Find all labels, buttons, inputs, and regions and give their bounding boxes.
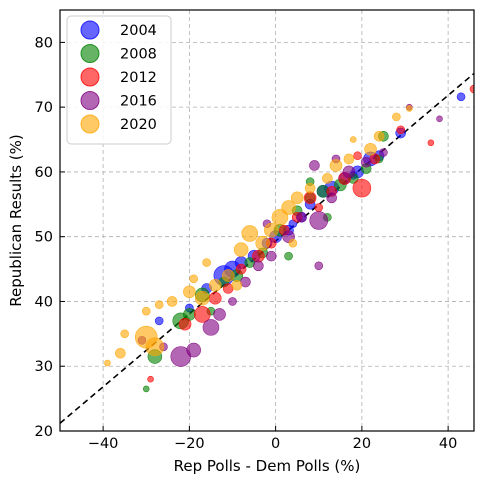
point-2020: [364, 142, 377, 156]
point-2020: [288, 238, 298, 248]
x-tick-label: −20: [174, 436, 205, 452]
y-axis-label: Republican Results (%): [7, 134, 25, 306]
data-points: [104, 84, 474, 393]
x-tick-label: 40: [439, 436, 457, 452]
point-2020: [264, 222, 279, 238]
point-2016: [202, 319, 220, 336]
point-2016: [266, 250, 277, 262]
point-2008: [142, 385, 150, 393]
point-2012: [396, 125, 405, 135]
x-axis-label: Rep Polls - Dem Polls (%): [174, 457, 361, 475]
point-2012: [235, 263, 247, 275]
y-tick-label: 60: [35, 165, 53, 181]
point-2012: [469, 84, 474, 94]
point-2020: [290, 191, 304, 205]
point-2016: [436, 115, 443, 123]
x-tick-label: 20: [353, 436, 371, 452]
point-2020: [343, 153, 355, 165]
point-2020: [208, 278, 222, 292]
legend-label-2004: 2004: [120, 23, 157, 39]
point-2012: [147, 375, 154, 383]
point-2020: [233, 242, 249, 257]
y-tick-label: 30: [35, 359, 53, 375]
y-axis-ticks: 20 30 40 50 60 70 80: [35, 35, 65, 440]
point-2004: [154, 316, 164, 326]
x-axis-ticks: −40 −20 0 20 40: [88, 426, 457, 452]
plot-frame: [59, 9, 475, 432]
point-2016: [326, 192, 337, 204]
legend-label-2008: 2008: [120, 47, 157, 63]
point-2016: [309, 211, 329, 230]
y-tick-label: 40: [35, 294, 53, 310]
point-2020: [231, 279, 243, 291]
x-tick-label: 0: [271, 436, 280, 452]
point-2020: [255, 235, 270, 251]
point-2012: [208, 291, 222, 305]
point-2020: [322, 173, 333, 184]
legend-label-2016: 2016: [120, 94, 157, 110]
legend-marker-2020: [80, 114, 100, 134]
point-2008: [284, 251, 293, 261]
point-2004: [456, 92, 466, 102]
point-2012: [303, 191, 317, 205]
point-2020: [145, 337, 165, 357]
point-2016: [213, 308, 226, 321]
point-2016: [296, 211, 307, 223]
point-2020: [221, 269, 235, 282]
legend-marker-2008: [80, 44, 100, 63]
legend-marker-2012: [80, 67, 100, 87]
legend: 2004 2008 2012 2016 2020: [66, 15, 172, 145]
point-2012: [353, 151, 362, 161]
point-2020: [349, 136, 357, 143]
point-2020: [183, 285, 196, 299]
point-2012: [194, 306, 211, 323]
point-2020: [154, 300, 164, 310]
point-2020: [202, 258, 211, 267]
x-tick-label: −40: [88, 436, 119, 452]
point-2016: [253, 260, 264, 272]
point-2020: [166, 296, 178, 307]
y-tick-label: 20: [35, 424, 53, 440]
point-2020: [141, 306, 151, 316]
legend-label-2012: 2012: [120, 70, 157, 86]
point-2016: [314, 261, 324, 271]
point-2016: [379, 148, 388, 157]
point-2020: [120, 329, 129, 339]
point-2012: [314, 203, 324, 212]
point-2020: [329, 159, 343, 172]
point-2020: [271, 208, 289, 226]
point-2016: [360, 156, 372, 168]
point-2020: [392, 112, 401, 122]
legend-label-2020: 2020: [120, 117, 157, 133]
point-2020: [189, 274, 198, 284]
y-tick-label: 80: [35, 35, 53, 51]
point-2012: [252, 249, 265, 263]
legend-marker-2004: [80, 20, 100, 40]
point-2012: [178, 317, 192, 331]
point-2020: [304, 182, 316, 194]
point-2020: [104, 359, 111, 367]
point-2012: [352, 178, 372, 198]
point-2016: [309, 160, 320, 171]
point-2016: [342, 165, 356, 179]
y-tick-label: 50: [35, 230, 53, 246]
point-2020: [406, 105, 413, 112]
point-2020: [241, 225, 259, 242]
point-2020: [115, 347, 126, 359]
y-tick-label: 70: [35, 100, 53, 116]
legend-marker-2016: [80, 91, 100, 110]
point-2020: [373, 131, 385, 142]
point-2016: [228, 297, 237, 306]
point-2012: [427, 139, 435, 147]
point-2020: [281, 200, 296, 215]
point-2016: [186, 342, 201, 358]
point-2020: [195, 290, 210, 306]
